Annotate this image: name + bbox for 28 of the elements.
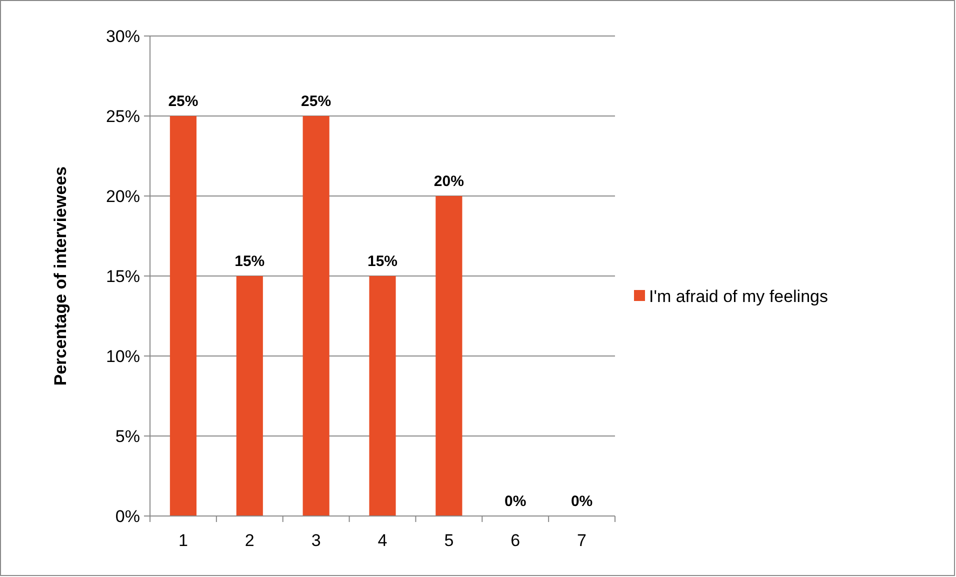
y-tick-label: 30%: [106, 26, 140, 46]
y-axis-title: Percentage of interviewees: [51, 166, 70, 386]
data-label: 20%: [434, 173, 464, 190]
y-tick-label: 25%: [106, 106, 140, 126]
data-label: 25%: [168, 93, 198, 110]
data-label: 25%: [301, 93, 332, 110]
bar: [236, 276, 263, 516]
y-tick-label: 15%: [106, 266, 140, 286]
x-tick-label: 1: [178, 531, 188, 550]
y-tick-label: 0%: [115, 506, 140, 526]
x-tick-label: 2: [244, 531, 254, 550]
bar: [170, 116, 196, 516]
y-tick-label: 5%: [115, 426, 140, 446]
data-label: 0%: [504, 493, 526, 510]
legend-label: I'm afraid of my feelings: [649, 286, 828, 306]
y-tick-label: 20%: [106, 186, 140, 206]
data-label: 0%: [570, 493, 593, 510]
y-tick-label: 10%: [106, 346, 140, 366]
bar: [436, 196, 462, 516]
x-tick-label: 4: [378, 531, 388, 550]
x-tick-label: 5: [444, 531, 454, 550]
x-tick-label: 7: [577, 531, 587, 550]
bar: [302, 116, 330, 516]
x-tick-label: 6: [510, 531, 520, 550]
bar: [369, 276, 396, 516]
data-label: 15%: [234, 253, 265, 270]
x-tick-label: 3: [311, 531, 321, 550]
data-label: 15%: [367, 253, 398, 270]
